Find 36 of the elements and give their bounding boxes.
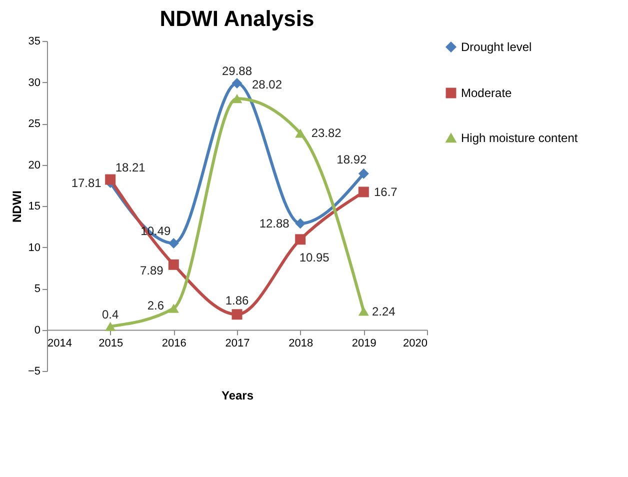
y-axis-title: NDWI bbox=[10, 190, 24, 222]
data-label: 10.95 bbox=[299, 250, 330, 264]
x-tick-label: 2014 bbox=[48, 337, 72, 350]
x-tick-label: 2015 bbox=[98, 337, 124, 350]
data-label: 1.86 bbox=[225, 293, 249, 308]
data-label: 23.82 bbox=[311, 126, 342, 140]
data-label: 2.6 bbox=[147, 298, 164, 312]
data-label: 16.7 bbox=[374, 184, 398, 199]
y-tick-label: 15 bbox=[28, 200, 40, 212]
data-label: 12.88 bbox=[259, 216, 290, 230]
y-tick-label: 30 bbox=[28, 76, 40, 89]
data-label: 0.4 bbox=[102, 307, 119, 322]
legend-label: Drought level bbox=[461, 40, 532, 54]
y-tick-label: 10 bbox=[28, 242, 40, 254]
y-tick-label: 0 bbox=[34, 324, 40, 336]
x-tick-label: 2016 bbox=[162, 337, 186, 350]
data-label: 28.02 bbox=[252, 78, 282, 92]
x-tick-label: 2017 bbox=[225, 337, 250, 350]
y-tick-label: −5 bbox=[28, 366, 40, 378]
y-tick-label: 5 bbox=[34, 283, 40, 295]
data-label: 29.88 bbox=[222, 64, 252, 78]
x-tick-label: 2018 bbox=[288, 337, 314, 350]
x-tick-label: 2020 bbox=[403, 337, 428, 350]
y-tick-label: 25 bbox=[28, 118, 40, 130]
data-label: 18.21 bbox=[115, 160, 146, 175]
y-tick-label: 35 bbox=[28, 36, 40, 48]
data-label: 18.92 bbox=[336, 152, 368, 167]
data-label: 17.81 bbox=[71, 176, 102, 190]
data-label: 2.24 bbox=[372, 304, 396, 318]
x-tick-label: 2019 bbox=[352, 337, 376, 350]
chart-title: NDWI Analysis bbox=[160, 6, 314, 31]
data-label: 7.89 bbox=[140, 264, 164, 278]
y-tick-label: 20 bbox=[28, 159, 40, 172]
x-axis-title: Years bbox=[221, 388, 254, 402]
legend-label: High moisture content bbox=[461, 131, 578, 145]
legend-label: Moderate bbox=[461, 86, 512, 100]
